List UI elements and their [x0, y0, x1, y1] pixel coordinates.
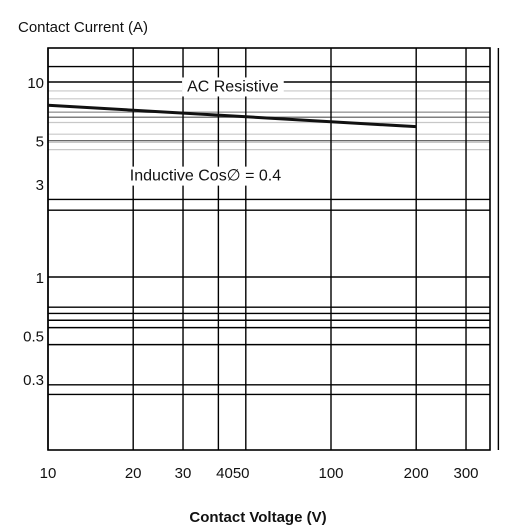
series-label-inductive: Inductive Cos∅ = 0.4: [130, 168, 281, 185]
x-tick-label: 100: [318, 465, 343, 482]
plot-border: [47, 47, 491, 451]
plot-area: 10 5 3 1 0.5 0.3 10 20 30 4050 100 200 300 AC Resisti…: [23, 47, 500, 482]
series-label-background: [182, 77, 284, 97]
series-line-ac-resistive: [47, 103, 417, 129]
x-tick-label: 20: [125, 465, 142, 482]
x-tick-label: 200: [404, 465, 429, 482]
x-tick-label: 30: [175, 465, 192, 482]
series-label-ac-resistive: AC Resistive: [187, 78, 279, 95]
x-tick-label: 300: [454, 465, 479, 482]
y-tick-label: 3: [36, 177, 44, 194]
y-tick-label: 0.3: [23, 372, 44, 389]
x-tick-label: 4050: [216, 465, 249, 482]
y-tick-label: 0.5: [23, 329, 44, 346]
y-tick-label: 10: [27, 75, 44, 92]
x-axis-title: Contact Voltage (V): [189, 509, 326, 526]
x-tick-label: 10: [40, 465, 57, 482]
y-axis-title: Contact Current (A): [18, 19, 148, 36]
y-tick-label: 1: [36, 270, 44, 287]
series-label-background: [124, 166, 287, 186]
y-tick-label: 5: [36, 134, 44, 151]
